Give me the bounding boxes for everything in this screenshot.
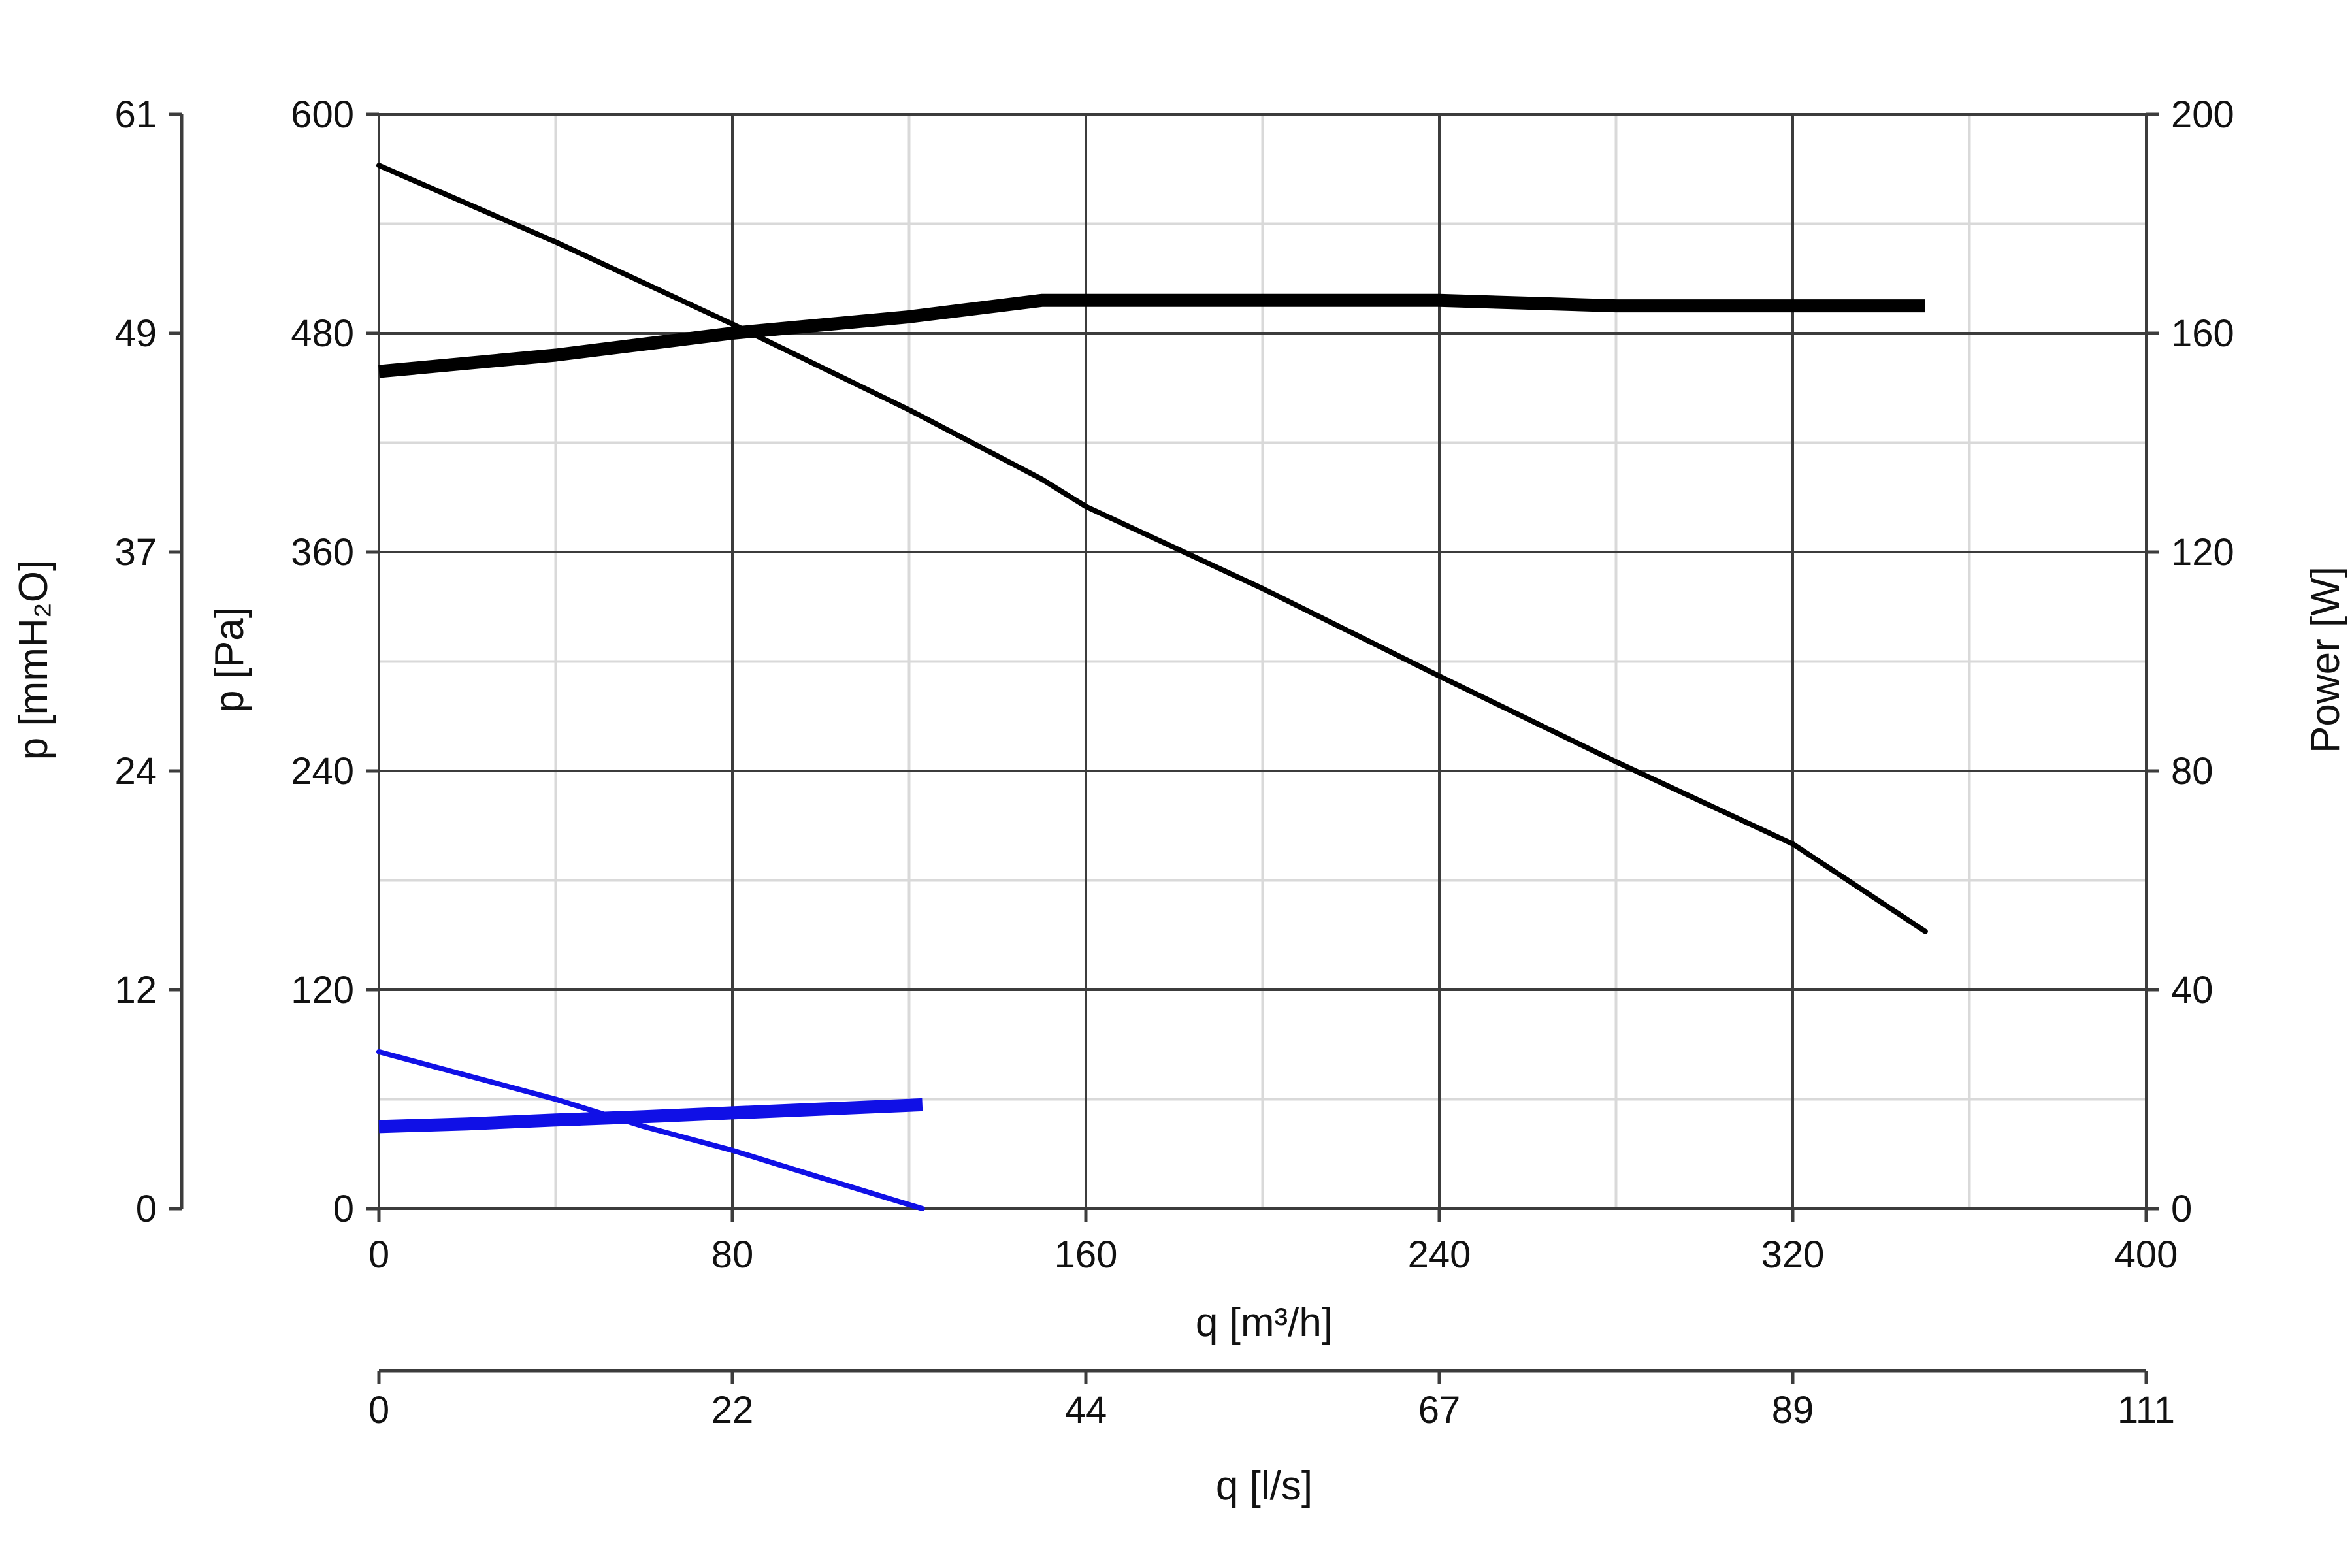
minor-grid [379, 114, 2146, 1209]
y-right-tick-label: 120 [2171, 531, 2234, 574]
x-axis-title: q [m³/h] [1196, 1300, 1333, 1345]
x-secondary-tick-label: 44 [1065, 1389, 1107, 1431]
y-secondary-tick-label: 24 [114, 750, 157, 792]
y-secondary-tick-label: 49 [114, 312, 157, 355]
y-secondary-tick-label: 12 [114, 969, 157, 1011]
y-right-tick-label: 40 [2171, 969, 2213, 1011]
blue-power-curve [378, 1098, 923, 1134]
y-tick-label: 120 [291, 969, 354, 1011]
y-tick-label: 600 [291, 93, 354, 136]
x-secondary-tick-label: 111 [2117, 1389, 2175, 1431]
tick-labels: 0 120 240 360 480 600 0 40 80 120 160 200 0 12 24 37 49 6… [114, 93, 2234, 1431]
y-secondary-tick-label: 0 [136, 1188, 157, 1230]
x-tick-label: 320 [1761, 1233, 1825, 1276]
y-secondary-tick-label: 61 [114, 93, 157, 136]
x-tick-label: 240 [1408, 1233, 1471, 1276]
y-right-tick-label: 0 [2171, 1188, 2192, 1230]
x-tick-label: 80 [711, 1233, 754, 1276]
x-tick-label: 0 [368, 1233, 389, 1276]
black-power-curve [378, 293, 1925, 378]
y-axis-title: p [Pa] [207, 607, 252, 713]
y-right-tick-label: 160 [2171, 312, 2234, 355]
y-right-tick-label: 200 [2171, 93, 2234, 136]
y-secondary-tick-label: 37 [114, 531, 157, 574]
x-axis-secondary-title: q [l/s] [1216, 1463, 1313, 1509]
blue-pressure-curve [376, 1049, 925, 1211]
axes [169, 112, 2159, 1384]
x-secondary-tick-label: 0 [368, 1389, 389, 1431]
x-secondary-tick-label: 89 [1772, 1389, 1814, 1431]
x-tick-label: 400 [2115, 1233, 2178, 1276]
y-axis-secondary-left-title: p [mmH₂O] [11, 560, 56, 760]
y-tick-label: 0 [333, 1188, 354, 1230]
y-tick-label: 480 [291, 312, 354, 355]
y-axis-right-title: Power [W] [2303, 566, 2348, 753]
y-tick-label: 360 [291, 531, 354, 574]
x-tick-label: 160 [1054, 1233, 1118, 1276]
y-tick-label: 240 [291, 750, 354, 792]
y-right-tick-label: 80 [2171, 750, 2213, 792]
series-layer [376, 163, 1928, 1211]
major-grid [378, 113, 2148, 1210]
x-secondary-tick-label: 67 [1418, 1389, 1461, 1431]
black-pressure-curve [376, 163, 1928, 934]
x-secondary-tick-label: 22 [711, 1389, 754, 1431]
